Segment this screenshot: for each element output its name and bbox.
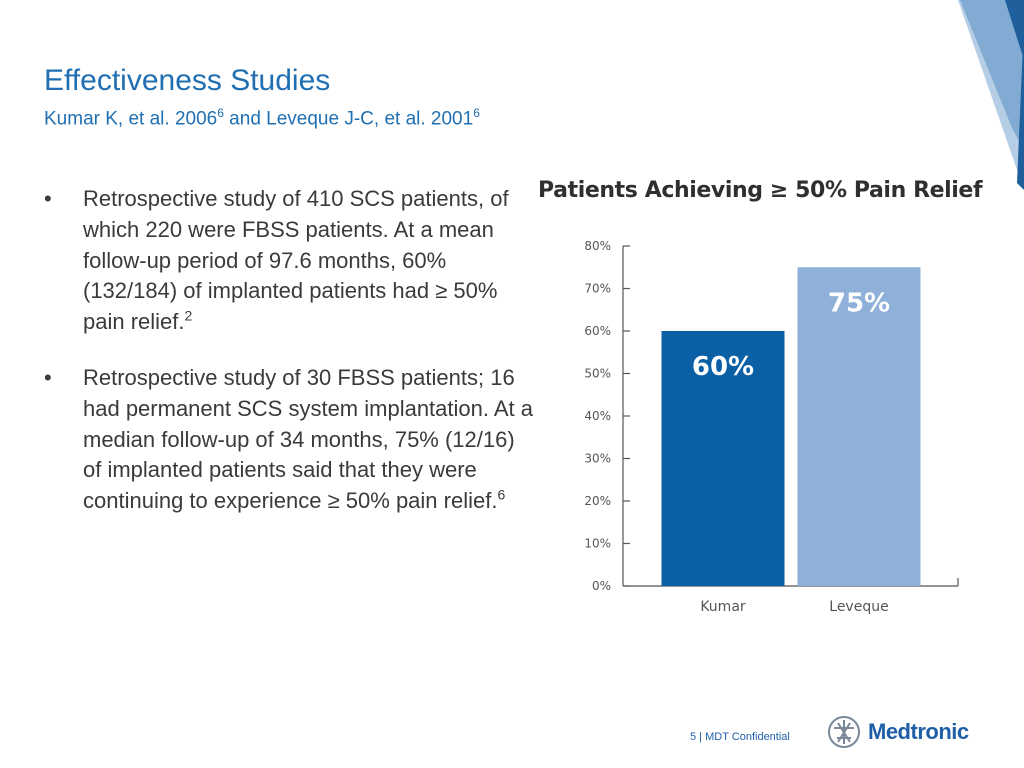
y-tick-label: 50% [584, 367, 611, 381]
y-tick-label: 40% [584, 409, 611, 423]
logo-wordmark: Medtronic [868, 719, 969, 744]
footer-confidential: 5 | MDT Confidential [690, 731, 790, 743]
slide-title: Effectiveness Studies [44, 64, 331, 97]
subtitle-citation-leveque: and Leveque J-C, et al. 2001 [223, 108, 474, 130]
medtronic-logo: Medtronic [826, 714, 969, 750]
bullet-marker: • [44, 364, 52, 390]
bullet-marker: • [44, 186, 52, 211]
bullet-reference: 2 [184, 307, 193, 324]
bar-chart: 0% 10% 20% 30% 40% 50% 60% 70% 80% 60% Kumar 75% Lev… [584, 239, 959, 615]
slide-subtitle: Kumar K, et al. 20066 and Leveque J-C, e… [44, 106, 480, 130]
x-tick-label: Leveque [829, 599, 888, 615]
y-tick-label: 70% [584, 282, 611, 296]
bullet-text: Retrospective study of 410 SCS patients,… [83, 186, 509, 335]
x-tick-label: Kumar [700, 599, 746, 615]
y-tick-label: 0% [592, 579, 611, 593]
y-tick-label: 20% [584, 494, 611, 508]
bar-leveque [797, 267, 921, 586]
subtitle-citation-sup: 6 [217, 106, 224, 120]
y-tick-label: 60% [584, 324, 611, 338]
y-tick-label: 80% [584, 239, 611, 253]
bullet-item-leveque: • Retrospective study of 30 FBSS patient… [44, 363, 534, 517]
y-tick-label: 30% [584, 452, 611, 466]
bar-kumar [661, 331, 785, 586]
data-label: 60% [692, 352, 754, 382]
subtitle-citation-kumar: Kumar K, et al. 2006 [44, 108, 218, 130]
bullet-text: Retrospective study of 30 FBSS patients;… [83, 364, 534, 514]
bullet-item-kumar: • Retrospective study of 410 SCS patient… [44, 184, 534, 338]
data-label: 75% [828, 288, 890, 318]
medtronic-figure-icon [828, 716, 860, 748]
chart-title: Patients Achieving ≥ 50% Pain Relief [538, 178, 983, 203]
subtitle-citation-sup: 6 [473, 106, 480, 120]
y-tick-label: 10% [584, 537, 611, 551]
bullet-list: • Retrospective study of 410 SCS patient… [44, 184, 534, 542]
bullet-reference: 6 [497, 486, 506, 503]
